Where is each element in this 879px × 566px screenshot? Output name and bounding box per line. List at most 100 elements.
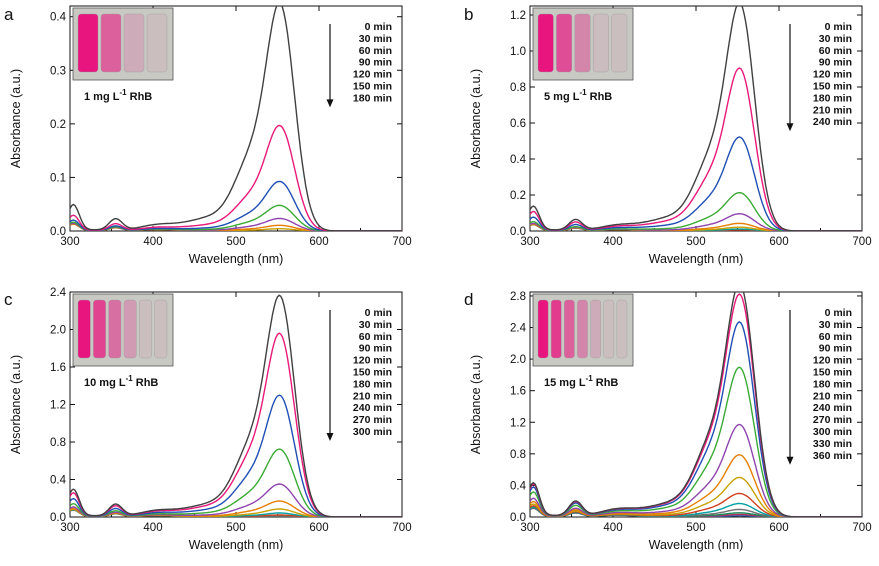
x-tick-label: 500 — [686, 522, 705, 534]
legend-entry: 0 min — [365, 307, 392, 319]
legend-entry: 330 min — [813, 438, 852, 450]
concentration-label: 15 mg L-1 RhB — [544, 374, 618, 389]
vial — [550, 299, 562, 359]
legend-entry: 0 min — [365, 21, 392, 33]
y-tick-label: 0.4 — [510, 480, 527, 492]
x-axis-label: Wavelength (nm) — [649, 252, 744, 266]
y-tick-label: 0.4 — [50, 475, 67, 487]
legend-entry: 30 min — [819, 319, 852, 331]
vial — [603, 299, 615, 359]
vial — [77, 299, 91, 359]
y-tick-label: 1.2 — [510, 10, 526, 22]
x-tick-label: 400 — [603, 522, 622, 534]
vial — [537, 299, 549, 359]
y-tick-label: 0.3 — [50, 65, 66, 77]
vial — [146, 13, 168, 73]
y-tick-label: 0.8 — [50, 437, 66, 449]
series-line — [70, 124, 402, 231]
x-tick-label: 400 — [603, 236, 622, 248]
x-tick-label: 400 — [143, 522, 162, 534]
y-tick-label: 2.4 — [510, 323, 527, 335]
x-tick-label: 600 — [769, 236, 788, 248]
series-line — [530, 191, 862, 231]
legend-entry: 120 min — [353, 355, 392, 367]
concentration-label: 1 mg L-1 RhB — [84, 88, 152, 103]
x-tick-label: 500 — [226, 236, 245, 248]
vial — [123, 299, 137, 359]
y-axis-label: Absorbance (a.u.) — [9, 69, 23, 168]
y-tick-label: 1.6 — [50, 362, 66, 374]
vial — [77, 13, 99, 73]
y-tick-label: 2.0 — [510, 354, 526, 366]
series-line — [70, 6, 402, 231]
legend-entry: 120 min — [353, 69, 392, 81]
legend-entry: 150 min — [813, 81, 852, 93]
vial-photo — [72, 293, 174, 367]
time-arrow-head — [786, 123, 794, 132]
legend-entry: 240 min — [353, 402, 392, 414]
legend-entry: 300 min — [353, 426, 392, 438]
x-tick-label: 300 — [60, 236, 79, 248]
series-line — [530, 136, 862, 231]
y-tick-label: 0.8 — [510, 449, 526, 461]
legend-entry: 60 min — [819, 45, 852, 57]
vial — [574, 13, 591, 73]
panel-letter: a — [4, 5, 14, 24]
series-line — [530, 6, 862, 231]
y-tick-label: 2.8 — [510, 291, 526, 303]
vial — [93, 299, 106, 359]
legend-entry: 60 min — [819, 331, 852, 343]
x-tick-label: 600 — [769, 522, 788, 534]
legend-entry: 60 min — [359, 331, 392, 343]
vial — [154, 299, 168, 359]
series-group — [70, 6, 402, 231]
vial — [556, 13, 573, 73]
series-line — [70, 448, 402, 517]
x-tick-label: 300 — [520, 522, 539, 534]
legend-entry: 0 min — [825, 307, 852, 319]
x-tick-label: 300 — [520, 236, 539, 248]
vial — [611, 13, 628, 73]
x-tick-label: 600 — [309, 236, 328, 248]
x-axis-label: Wavelength (nm) — [189, 252, 284, 266]
panel-c: c 300 400 500 600 700 0.0 0.4 0.8 1.2 1.6 2.0 2.4 Wav… — [4, 287, 412, 552]
vial-photo-background — [532, 293, 634, 367]
y-tick-label: 0.8 — [510, 82, 526, 94]
series-line — [530, 366, 862, 517]
legend-entry: 30 min — [359, 33, 392, 45]
y-tick-label: 0.4 — [510, 154, 527, 166]
panel-letter: c — [4, 290, 13, 309]
y-tick-label: 1.2 — [50, 400, 66, 412]
x-tick-label: 500 — [686, 236, 705, 248]
y-tick-label: 1.2 — [510, 417, 526, 429]
vial-photo — [72, 7, 174, 81]
y-tick-label: 1.0 — [510, 46, 526, 58]
legend-entry: 240 min — [813, 402, 852, 414]
y-tick-label: 0.0 — [50, 226, 66, 238]
legend-entry: 180 min — [353, 378, 392, 390]
series-line — [530, 292, 862, 517]
legend-entry: 120 min — [813, 355, 852, 367]
series-group — [70, 294, 402, 517]
panel-a: a 300 400 500 600 700 0.0 0.1 0.2 0.3 0.4 Wavelengt… — [4, 5, 412, 266]
y-tick-label: 0.2 — [50, 119, 66, 131]
series-line — [70, 394, 402, 517]
vial — [577, 299, 588, 359]
vial — [590, 299, 601, 359]
legend-entry: 270 min — [813, 414, 852, 426]
x-tick-label: 500 — [226, 522, 245, 534]
time-arrow-head — [786, 456, 794, 465]
legend-entry: 90 min — [819, 57, 852, 69]
concentration-label: 5 mg L-1 RhB — [544, 88, 612, 103]
x-tick-label: 700 — [392, 236, 411, 248]
y-tick-label: 0.0 — [510, 226, 526, 238]
y-tick-label: 0.0 — [510, 512, 526, 524]
y-tick-label: 0.1 — [50, 172, 66, 184]
x-axis-label: Wavelength (nm) — [649, 538, 744, 552]
vial — [123, 13, 145, 73]
y-tick-label: 0.2 — [510, 190, 526, 202]
